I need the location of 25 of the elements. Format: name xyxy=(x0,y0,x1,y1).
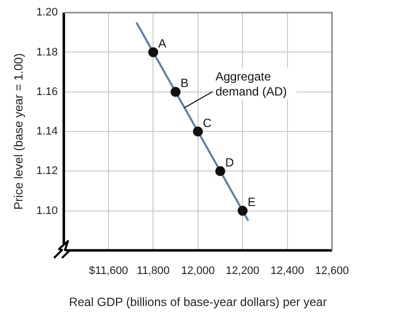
point xyxy=(170,86,181,97)
point xyxy=(238,206,248,216)
point xyxy=(148,47,158,58)
x-tick-label: 12,600 xyxy=(315,265,349,278)
x-tick-label: 12,000 xyxy=(181,265,215,278)
annotation: D xyxy=(225,155,234,170)
y-tick-label: 1.20 xyxy=(36,6,58,19)
x-axis-title: Real GDP (billions of base-year dollars) per year xyxy=(68,295,327,310)
point xyxy=(215,166,226,176)
annotation: C xyxy=(202,116,212,130)
y-tick-label: 1.16 xyxy=(36,86,58,98)
x-tick-label: 11,800 xyxy=(136,265,170,278)
text: Aggregate demand (AD) xyxy=(215,70,287,99)
x-tick-label: $11,600 xyxy=(89,265,128,278)
y-tick-label: 1.12 xyxy=(36,165,58,178)
x-tick-label: 12,400 xyxy=(270,265,304,278)
annotation: A xyxy=(158,36,166,51)
y-axis-title: Price level (base year = 1.00) xyxy=(12,53,26,210)
annotation: B xyxy=(180,76,189,90)
annotation: E xyxy=(248,195,256,210)
point xyxy=(192,126,203,136)
x-tick-label: 12,200 xyxy=(226,265,260,278)
y-tick-label: 1.10 xyxy=(36,204,58,217)
y-tick-label: 1.18 xyxy=(36,46,58,58)
y-tick-label: 1.14 xyxy=(36,126,58,138)
